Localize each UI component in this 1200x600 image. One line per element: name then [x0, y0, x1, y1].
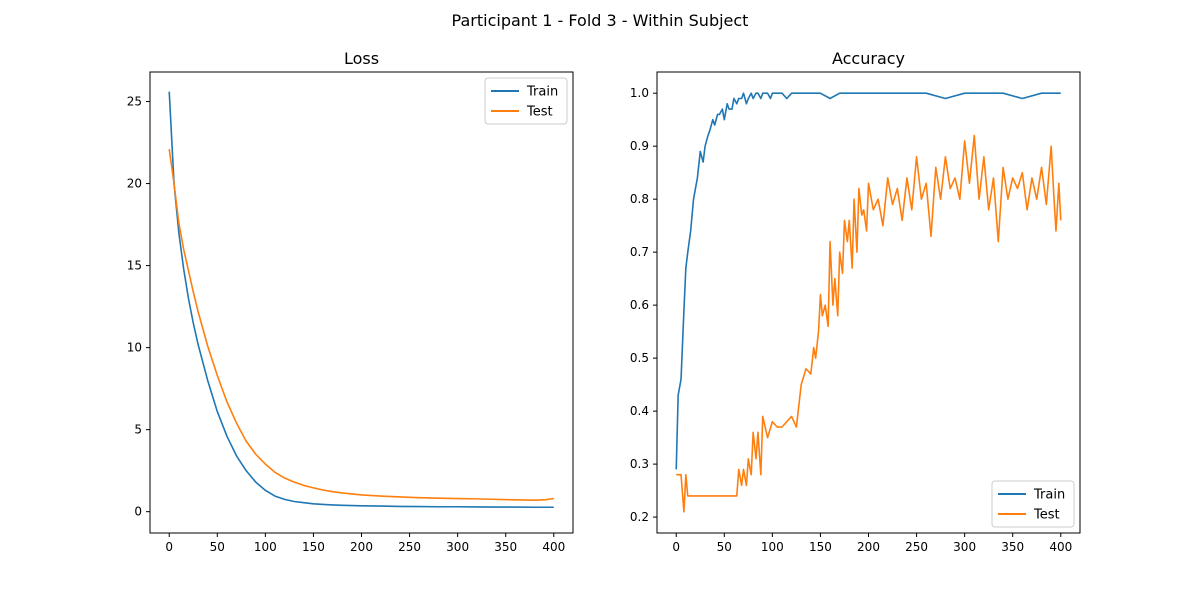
loss-x-tick-label: 0 — [165, 540, 173, 554]
accuracy-y-tick-label: 0.9 — [630, 139, 649, 153]
accuracy-x-tick-label: 0 — [672, 540, 680, 554]
loss-chart-title: Loss — [344, 49, 379, 68]
loss-series-train-line — [168, 91, 554, 509]
accuracy-x-tick-label: 350 — [1001, 540, 1024, 554]
accuracy-x-tick-label: 250 — [905, 540, 928, 554]
accuracy-x-tick-label: 50 — [717, 540, 732, 554]
loss-x-tick-label: 300 — [446, 540, 469, 554]
accuracy-series-train-line — [675, 92, 1061, 470]
accuracy-legend-label-train: Train — [1033, 488, 1065, 503]
loss-legend-label-test: Test — [526, 105, 553, 120]
accuracy-y-tick-label: 0.3 — [630, 457, 649, 471]
loss-y-tick-label: 25 — [127, 95, 142, 109]
loss-y-tick-label: 15 — [127, 259, 142, 273]
accuracy-y-tick-label: 0.7 — [630, 245, 649, 259]
loss-series-test-line — [168, 148, 554, 501]
accuracy-x-tick-label: 400 — [1049, 540, 1072, 554]
accuracy-y-tick-label: 0.6 — [630, 298, 649, 312]
loss-legend-box — [484, 77, 568, 125]
accuracy-y-tick-label: 0.2 — [630, 510, 649, 524]
accuracy-x-tick-label: 100 — [761, 540, 784, 554]
accuracy-y-tick-label: 0.8 — [630, 192, 649, 206]
figure-title: Participant 1 - Fold 3 - Within Subject — [452, 11, 749, 30]
accuracy-y-tick-label: 0.5 — [630, 351, 649, 365]
loss-x-tick-label: 50 — [210, 540, 225, 554]
accuracy-chart-title: Accuracy — [832, 49, 905, 68]
loss-x-tick-label: 150 — [302, 540, 325, 554]
loss-chart: Loss 0 50 100 150 200 250 300 350 400 0 5 10 15 20 25 T… — [127, 49, 574, 554]
accuracy-x-tick-label: 200 — [857, 540, 880, 554]
accuracy-legend-label-test: Test — [1033, 508, 1060, 523]
loss-y-tick-label: 20 — [127, 177, 142, 191]
accuracy-legend: Train Test — [991, 480, 1075, 528]
accuracy-x-tick-label: 300 — [953, 540, 976, 554]
loss-x-tick-label: 350 — [494, 540, 517, 554]
loss-x-tick-label: 400 — [542, 540, 565, 554]
accuracy-chart: Accuracy 0 50 100 150 200 250 300 350 4000.20.30… — [630, 49, 1081, 554]
accuracy-y-tick-label: 0.4 — [630, 404, 649, 418]
loss-x-tick-label: 250 — [398, 540, 421, 554]
loss-x-tick-label: 200 — [350, 540, 373, 554]
loss-x-tick-label: 100 — [254, 540, 277, 554]
accuracy-plot-area: 0 50 100 150 200 250 300 350 400 0.2 0.3 0.4 0.5 0.6 0… — [630, 71, 1081, 554]
loss-y-tick-label: 0 — [134, 505, 142, 519]
loss-legend: Train Test — [484, 77, 568, 125]
accuracy-y-tick-label: 1.0 — [630, 86, 649, 100]
accuracy-legend-box — [991, 480, 1075, 528]
accuracy-x-tick-label: 150 — [809, 540, 832, 554]
loss-legend-label-train: Train — [526, 85, 558, 100]
loss-axes-frame — [149, 71, 574, 534]
loss-y-tick-label: 10 — [127, 341, 142, 355]
loss-plot-area: 0 50 100 150 200 250 300 350 4000510152025TrainT… — [127, 71, 574, 554]
loss-y-tick-label: 5 — [134, 423, 142, 437]
accuracy-series-test-line — [676, 134, 1062, 513]
accuracy-axes-frame — [656, 71, 1081, 534]
